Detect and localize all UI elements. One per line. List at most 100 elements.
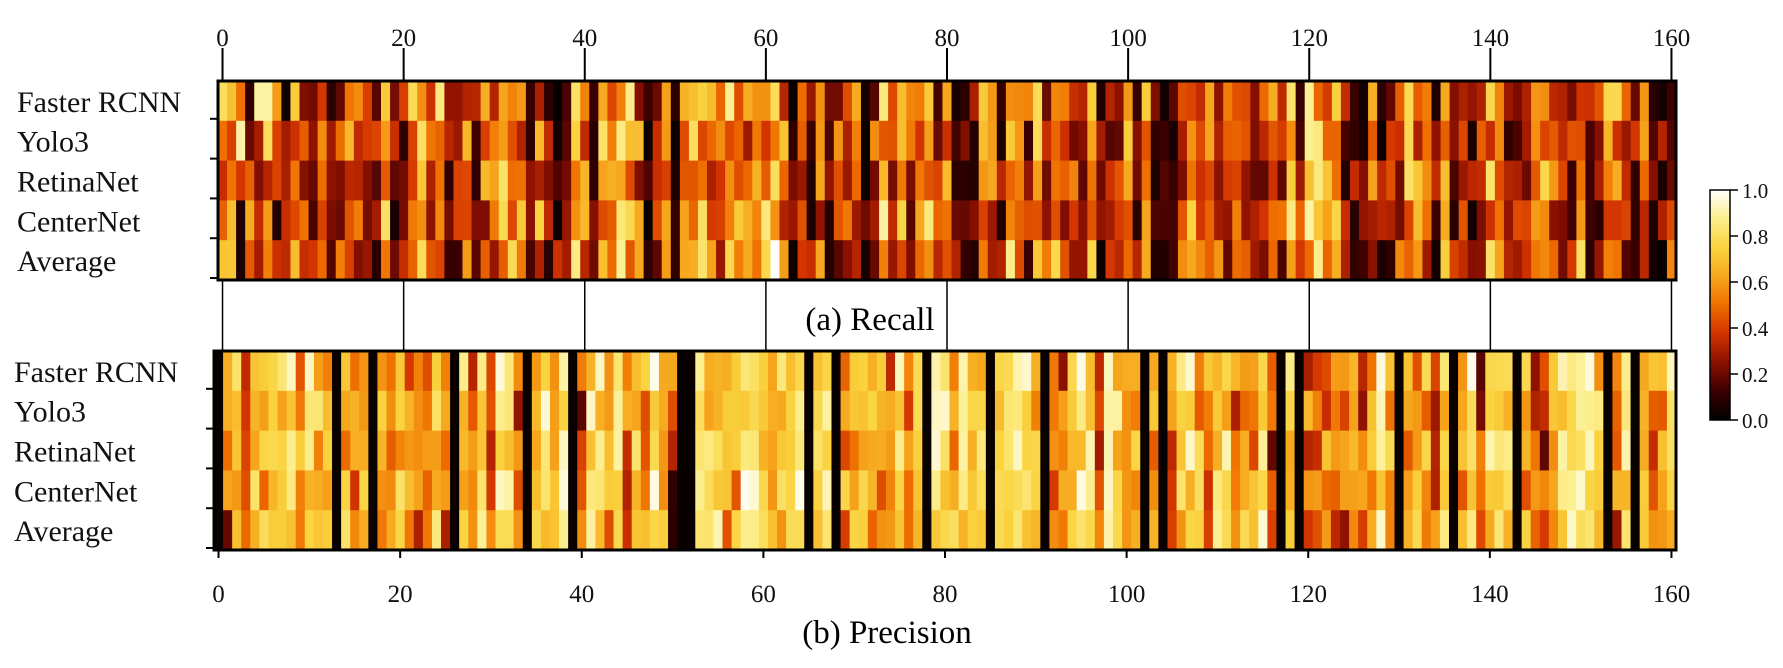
recall-cell xyxy=(906,200,916,241)
precision-cell xyxy=(1394,351,1405,392)
recall-cell xyxy=(1304,120,1315,162)
recall-cell xyxy=(353,160,364,201)
recall-cell xyxy=(381,240,391,281)
recall-cell xyxy=(1141,240,1152,281)
precision-cell xyxy=(1612,430,1623,471)
precision-cell xyxy=(422,390,433,432)
recall-cell xyxy=(435,200,445,241)
precision-cell xyxy=(677,351,687,392)
precision-cell xyxy=(1303,510,1314,551)
precision-cell xyxy=(1058,470,1069,511)
precision-cell xyxy=(740,470,751,511)
recall-cell xyxy=(534,120,545,162)
precision-cell xyxy=(885,470,896,511)
recall-cell xyxy=(1060,160,1070,201)
recall-cell xyxy=(625,240,636,281)
recall-cell xyxy=(1214,120,1224,162)
recall-cell xyxy=(987,81,998,122)
precision-cell xyxy=(341,470,351,511)
precision-cell xyxy=(658,510,669,551)
precision-cell xyxy=(1167,390,1178,432)
precision-cell xyxy=(322,510,333,551)
precision-cell xyxy=(740,390,751,432)
precision-cell xyxy=(1376,351,1387,392)
precision-cell xyxy=(867,430,878,471)
precision-cell xyxy=(522,510,533,551)
precision-cell xyxy=(876,430,887,471)
recall-cell xyxy=(1657,81,1668,122)
precision-cell xyxy=(1294,351,1305,392)
recall-cell xyxy=(589,200,599,241)
recall-cell xyxy=(1368,81,1378,122)
recall-cell xyxy=(915,160,925,201)
recall-cell xyxy=(1386,160,1396,201)
precision-cell xyxy=(822,390,833,432)
precision-cell xyxy=(1312,351,1323,392)
recall-cell xyxy=(1150,200,1161,241)
recall-cell xyxy=(1540,240,1550,281)
precision-cell xyxy=(441,430,451,471)
precision-cell xyxy=(313,351,324,392)
recall-cell xyxy=(353,200,364,241)
recall-cell xyxy=(1522,240,1532,281)
recall-cell xyxy=(734,160,744,201)
precision-cell xyxy=(468,510,478,551)
recall-cell xyxy=(516,160,527,201)
recall-cell xyxy=(1223,120,1233,162)
recall-cell xyxy=(725,160,735,201)
precision-cell xyxy=(1221,510,1232,551)
recall-cell xyxy=(1250,240,1261,281)
recall-cell xyxy=(1177,240,1188,281)
precision-cell xyxy=(1022,390,1032,432)
recall-cell xyxy=(272,120,282,162)
recall-cell xyxy=(1340,120,1351,162)
recall-cell xyxy=(707,120,717,162)
precision-cell xyxy=(958,390,969,432)
precision-cell xyxy=(895,351,905,392)
recall-cell xyxy=(670,240,681,281)
precision-cell xyxy=(940,470,951,511)
recall-cell xyxy=(716,120,726,162)
precision-cell xyxy=(368,470,379,511)
precision-cell xyxy=(259,510,270,551)
precision-row-label: Faster RCNN xyxy=(14,356,178,389)
precision-cell xyxy=(332,430,342,471)
recall-cell xyxy=(806,200,817,241)
precision-cell xyxy=(1249,430,1259,471)
precision-cell xyxy=(731,510,742,551)
precision-cell xyxy=(840,430,851,471)
precision-cell xyxy=(459,470,469,511)
precision-cell xyxy=(1004,470,1014,511)
recall-cell xyxy=(326,240,337,281)
precision-cell xyxy=(604,390,615,432)
recall-cell xyxy=(1567,160,1577,201)
recall-cell xyxy=(607,120,618,162)
precision-cell xyxy=(1467,351,1477,392)
recall-cell xyxy=(942,240,953,281)
precision-cell xyxy=(813,510,824,551)
recall-cell xyxy=(326,160,337,201)
recall-cell xyxy=(996,240,1007,281)
precision-cell xyxy=(777,430,787,471)
precision-cell xyxy=(1276,351,1287,392)
precision-cell xyxy=(904,351,914,392)
precision-cell xyxy=(295,470,306,511)
precision-cell xyxy=(1285,351,1296,392)
precision-cell xyxy=(232,390,242,432)
precision-cell xyxy=(1430,430,1441,471)
precision-cell xyxy=(1621,390,1632,432)
precision-cell xyxy=(713,390,724,432)
recall-cell xyxy=(1349,160,1360,201)
recall-cell xyxy=(1286,160,1297,201)
recall-cell xyxy=(462,120,473,162)
precision-cell xyxy=(1321,430,1332,471)
precision-cell xyxy=(1385,430,1396,471)
precision-cell xyxy=(1158,510,1169,551)
recall-cell xyxy=(308,240,319,281)
recall-cell xyxy=(1485,160,1496,201)
recall-cell xyxy=(435,81,445,122)
recall-cell xyxy=(951,240,962,281)
recall-cell xyxy=(317,81,328,122)
recall-cell xyxy=(290,81,301,122)
recall-cell xyxy=(1042,240,1052,281)
